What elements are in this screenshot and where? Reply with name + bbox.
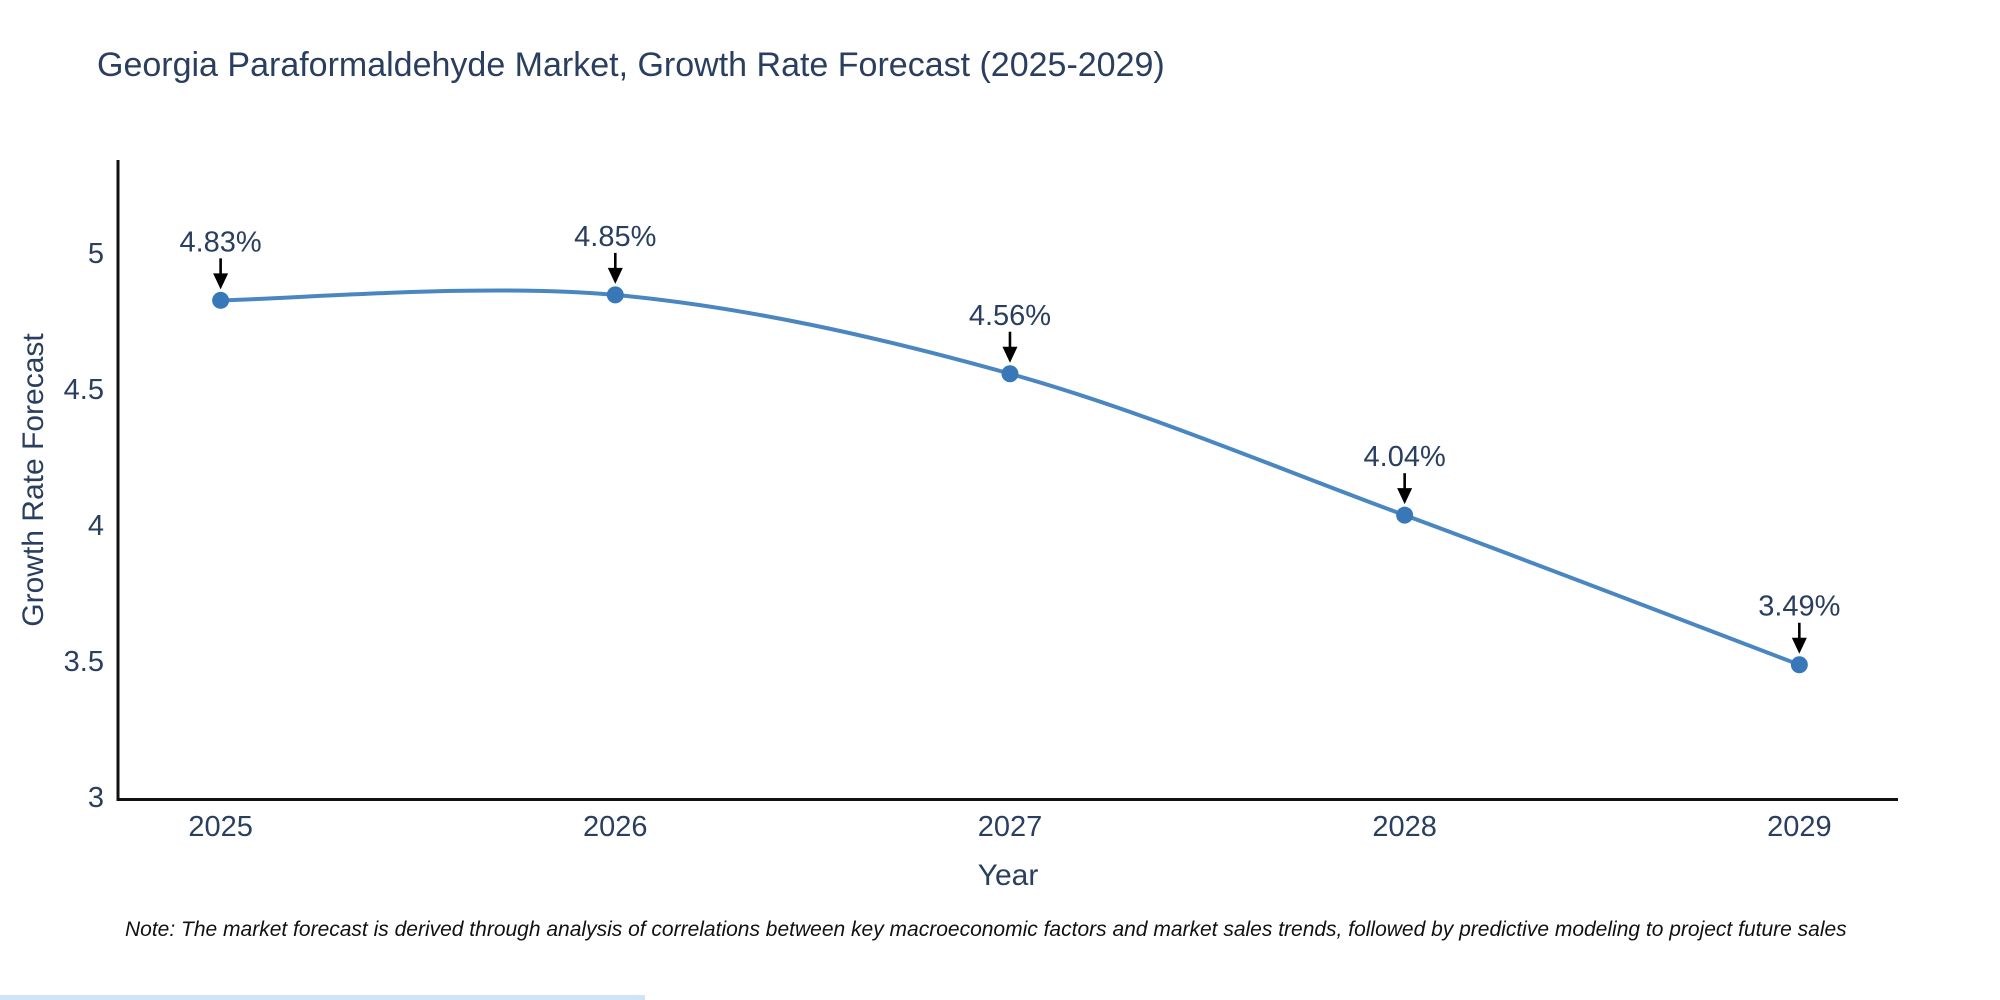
data-point-2028[interactable] xyxy=(1396,506,1414,524)
point-annotation-2026: 4.85% xyxy=(574,221,656,253)
annotation-arrowhead-icon xyxy=(1397,488,1413,505)
data-point-2025[interactable] xyxy=(212,291,230,309)
annotation-arrowhead-icon xyxy=(1002,346,1018,363)
y-tick-label-4: 4 xyxy=(88,510,104,542)
x-tick-label-2027: 2027 xyxy=(978,811,1043,843)
point-annotation-2029: 3.49% xyxy=(1758,591,1840,623)
y-tick-label-3: 3 xyxy=(88,782,104,814)
x-axis-title: Year xyxy=(977,859,1039,892)
annotation-arrowhead-icon xyxy=(213,273,229,290)
chart-title: Georgia Paraformaldehyde Market, Growth … xyxy=(97,46,1165,84)
data-point-2026[interactable] xyxy=(606,286,624,304)
y-tick-label-4.5: 4.5 xyxy=(64,374,104,406)
point-annotation-2028: 4.04% xyxy=(1364,441,1446,473)
bottom-accent-strip xyxy=(0,995,645,1000)
footnote: Note: The market forecast is derived thr… xyxy=(125,918,1847,941)
x-tick-label-2028: 2028 xyxy=(1372,811,1437,843)
x-tick-label-2025: 2025 xyxy=(188,811,253,843)
annotation-arrowhead-icon xyxy=(1791,637,1807,654)
point-annotation-2025: 4.83% xyxy=(179,226,261,258)
y-tick-label-3.5: 3.5 xyxy=(64,646,104,678)
x-tick-label-2029: 2029 xyxy=(1767,811,1832,843)
y-tick-label-5: 5 xyxy=(88,238,104,270)
annotation-arrowhead-icon xyxy=(607,267,623,284)
point-annotation-2027: 4.56% xyxy=(969,300,1051,332)
data-point-2027[interactable] xyxy=(1001,365,1019,383)
data-point-2029[interactable] xyxy=(1790,656,1808,674)
x-tick-label-2026: 2026 xyxy=(583,811,648,843)
